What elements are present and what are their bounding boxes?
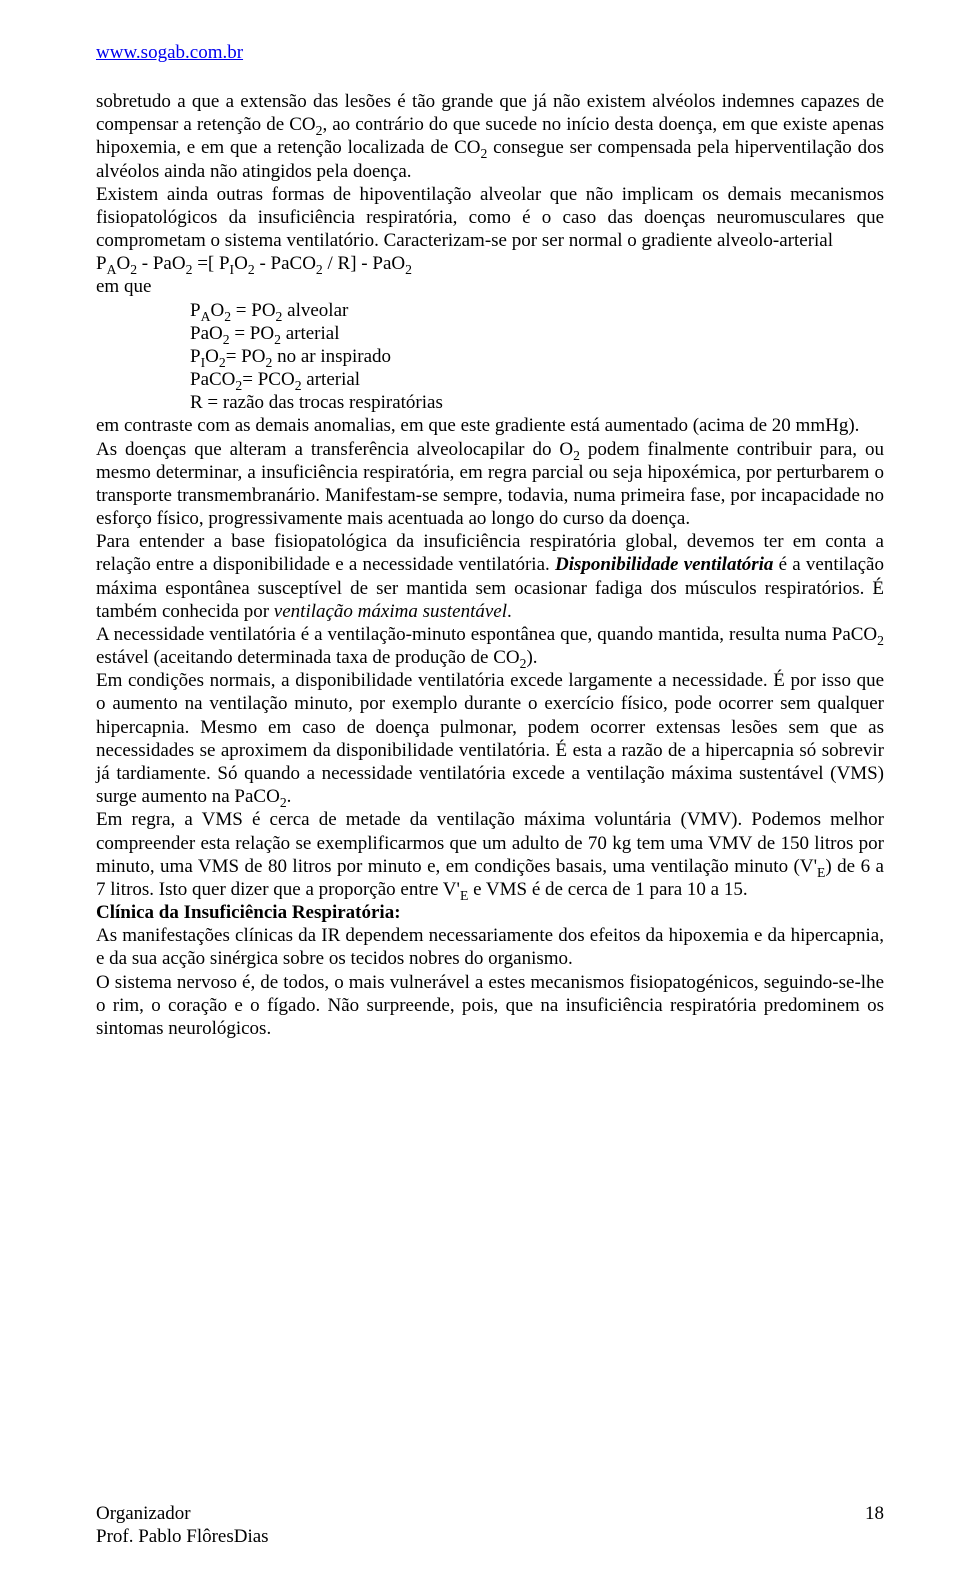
footer-organizer: Organizador xyxy=(96,1502,191,1525)
document-page: www.sogab.com.br sobretudo a que a exten… xyxy=(0,0,960,1584)
paragraph: O sistema nervoso é, de todos, o mais vu… xyxy=(96,971,884,1041)
label: em que xyxy=(96,275,884,298)
equation-line: PAO2 = PO2 alveolar xyxy=(96,299,884,322)
equation-line: PIO2= PO2 no ar inspirado xyxy=(96,345,884,368)
equation-line: R = razão das trocas respiratórias xyxy=(96,391,884,414)
paragraph: sobretudo a que a extensão das lesões é … xyxy=(96,90,884,183)
footer-page-number: 18 xyxy=(865,1502,884,1525)
header-url-link[interactable]: www.sogab.com.br xyxy=(96,42,243,64)
body-text: sobretudo a que a extensão das lesões é … xyxy=(96,90,884,1040)
heading: Clínica da Insuficiência Respiratória: xyxy=(96,901,884,924)
paragraph: Em regra, a VMS é cerca de metade da ven… xyxy=(96,808,884,901)
paragraph: As doenças que alteram a transferência a… xyxy=(96,438,884,531)
equation-line: PaCO2= PCO2 arterial xyxy=(96,368,884,391)
equation-line: PAO2 - PaO2 =[ PIO2 - PaCO2 / R] - PaO2 xyxy=(96,252,884,275)
paragraph: A necessidade ventilatória é a ventilaçã… xyxy=(96,623,884,669)
paragraph: Em condições normais, a disponibilidade … xyxy=(96,669,884,808)
equation-line: PaO2 = PO2 arterial xyxy=(96,322,884,345)
paragraph: As manifestações clínicas da IR dependem… xyxy=(96,924,884,970)
paragraph: Para entender a base fisiopatológica da … xyxy=(96,530,884,623)
paragraph: Existem ainda outras formas de hipoventi… xyxy=(96,183,884,253)
page-footer: Organizador 18 Prof. Pablo FlôresDias xyxy=(96,1502,884,1548)
paragraph: em contraste com as demais anomalias, em… xyxy=(96,414,884,437)
footer-author: Prof. Pablo FlôresDias xyxy=(96,1525,884,1548)
